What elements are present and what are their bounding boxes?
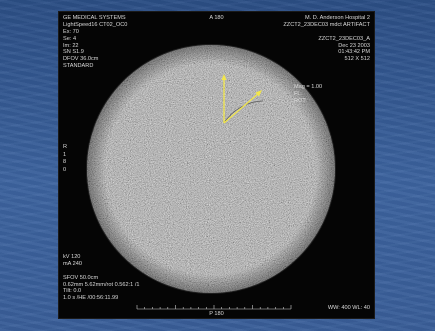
overlay-text	[63, 268, 140, 275]
overlay-text: FL:	[294, 90, 303, 97]
overlay-text: STANDARD	[63, 63, 94, 70]
overlay-text: 8	[63, 159, 67, 165]
overlay-text: ROT:	[294, 97, 307, 104]
overlay-orientation-left: R 1 8 0	[63, 144, 67, 174]
overlay-text: SN S1.9	[63, 49, 84, 56]
overlay-text: kV 120	[63, 254, 81, 260]
overlay-text: Im: 22	[63, 42, 79, 49]
scale-bar	[136, 305, 292, 310]
overlay-text: LightSpeed16 CT02_OC0	[63, 21, 128, 28]
overlay-text: Tilt: 0.0	[63, 288, 82, 295]
angle-arc	[223, 100, 264, 124]
arrow-head-vertical	[221, 74, 227, 80]
overlay-bottom-left: kV 120 mA 240 SFOV 50.0cm 0.62mm 5.62mm/…	[63, 254, 140, 302]
overlay-window-level: WW: 400 WL: 40	[327, 305, 370, 311]
overlay-orientation-top: A 180	[209, 15, 224, 21]
phantom-edge-shade	[87, 45, 335, 293]
overlay-text: 1	[63, 151, 67, 158]
overlay-text: DFOV 36.0cm	[63, 56, 99, 63]
overlay-text: GE MEDICAL SYSTEMS	[63, 15, 126, 21]
overlay-orientation-bottom: P 180	[209, 311, 224, 317]
ct-image-viewer[interactable]: GE MEDICAL SYSTEMS LightSpeed16 CT02_OC0…	[58, 11, 375, 319]
arrow-diagonal	[223, 92, 260, 124]
overlay-text: 1.0 s /HE /00:56:11.99	[63, 295, 119, 302]
overlay-text: R	[63, 144, 68, 150]
overlay-text	[283, 29, 370, 36]
overlay-text: M. D. Anderson Hospital 2	[305, 15, 370, 21]
overlay-text: 512 X 512	[344, 56, 370, 63]
overlay-text: Se: 4	[63, 35, 77, 42]
overlay-text: mA 240	[63, 260, 82, 267]
overlay-top-right: M. D. Anderson Hospital 2 ZZCT2_23DEC03 …	[283, 15, 370, 63]
overlay-text: 0	[63, 166, 67, 173]
overlay-text: Dec 23 2003	[338, 42, 370, 49]
arrow-head-diagonal	[255, 90, 262, 97]
overlay-text: SFOV 50.0cm	[63, 274, 99, 281]
overlay-text: ZZCT2_23DEC03 mdct ARTIFACT	[283, 21, 370, 28]
overlay-annotation: Mag = 1.00 FL: ROT:	[294, 84, 322, 105]
ct-scan-image	[86, 44, 336, 310]
overlay-text: Ex: 70	[63, 28, 79, 35]
overlay-text: 0.62mm 5.62mm/rot 0.562:1 /1	[63, 281, 140, 288]
overlay-text: 01:43:42 PM	[338, 49, 370, 56]
overlay-text: ZZCT2_23DEC03_A	[318, 35, 370, 42]
overlay-text: Mag = 1.00	[294, 84, 323, 90]
overlay-top-left: GE MEDICAL SYSTEMS LightSpeed16 CT02_OC0…	[63, 15, 127, 70]
